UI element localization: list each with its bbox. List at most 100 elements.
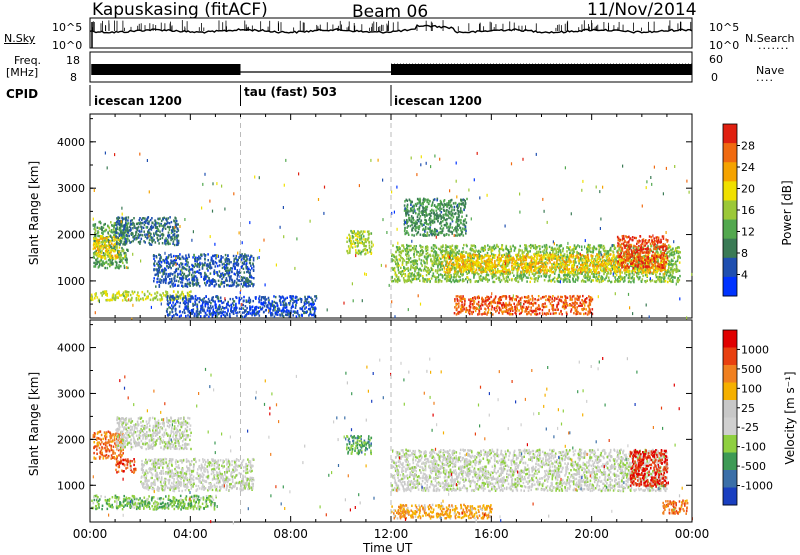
power-cell <box>590 251 592 253</box>
power-cell <box>174 262 176 264</box>
power-cell <box>180 281 182 283</box>
power-cell <box>422 246 424 248</box>
power-cell <box>260 302 262 304</box>
power-cell <box>357 232 359 234</box>
power-cell <box>444 278 446 280</box>
power-cell <box>421 264 423 266</box>
power-cell <box>204 258 206 260</box>
power-cell <box>121 237 123 239</box>
power-cell <box>353 230 355 232</box>
power-cell <box>162 229 164 231</box>
power-cell <box>399 254 401 256</box>
power-cell <box>397 249 399 251</box>
power-cell <box>236 282 238 284</box>
power-cell <box>559 245 561 247</box>
power-cell <box>314 309 316 311</box>
power-cell <box>467 276 469 278</box>
power-cell <box>192 256 194 258</box>
power-cell <box>107 245 109 247</box>
power-cell <box>100 237 102 239</box>
power-cell <box>146 237 148 239</box>
power-cell <box>150 299 152 301</box>
power-cell <box>452 245 454 247</box>
power-cell <box>210 281 212 283</box>
power-cell <box>663 276 665 278</box>
power-cell <box>449 280 451 282</box>
power-cell <box>173 233 175 235</box>
power-cell <box>99 255 101 257</box>
power-cell <box>224 281 226 283</box>
power-cell <box>307 298 309 300</box>
power-cell <box>572 278 574 280</box>
power-cell <box>578 262 580 264</box>
power-cell <box>442 244 444 246</box>
power-cell <box>544 275 546 277</box>
power-cell <box>154 297 156 299</box>
power-cell <box>174 236 176 238</box>
power-cell <box>596 248 598 250</box>
power-cell <box>169 243 171 245</box>
power-cell <box>354 242 356 244</box>
power-cell <box>352 246 354 248</box>
power-cell <box>165 258 167 260</box>
power-cell <box>560 252 562 254</box>
power-cell <box>176 296 178 298</box>
power-cell <box>173 219 175 221</box>
power-cell <box>179 257 181 259</box>
power-cell <box>215 307 217 309</box>
power-cell <box>533 247 535 249</box>
power-cell <box>225 254 227 256</box>
power-cell <box>538 245 540 247</box>
power-cell <box>479 278 481 280</box>
power-cell <box>210 307 212 309</box>
power-cell <box>665 280 667 282</box>
power-cell <box>97 261 99 263</box>
power-cell <box>111 243 113 245</box>
power-cell <box>215 304 217 306</box>
power-cell <box>123 295 125 297</box>
power-cell <box>500 274 502 276</box>
power-cell <box>165 282 167 284</box>
power-cell <box>557 277 559 279</box>
power-cell <box>190 268 192 270</box>
power-cell <box>174 280 176 282</box>
power-cell <box>235 305 237 307</box>
power-cell <box>172 315 174 317</box>
power-cell <box>254 311 256 313</box>
power-cell <box>277 314 279 316</box>
power-cell <box>350 242 352 244</box>
power-cell <box>556 244 558 246</box>
power-cell <box>519 245 521 247</box>
power-cell <box>412 266 414 268</box>
power-cell <box>117 220 119 222</box>
power-cell <box>214 269 216 271</box>
power-cell <box>153 258 155 260</box>
power-cell <box>414 262 416 264</box>
power-cell <box>422 275 424 277</box>
power-cell <box>304 303 306 305</box>
power-cell <box>246 285 248 287</box>
power-cell <box>230 267 232 269</box>
power-cell <box>414 278 416 280</box>
power-cell <box>159 286 161 288</box>
power-cell <box>410 266 412 268</box>
power-cell <box>202 264 204 266</box>
power-cell <box>167 276 169 278</box>
power-cell <box>636 272 638 274</box>
power-cell <box>105 255 107 257</box>
power-cell <box>222 256 224 258</box>
power-cell <box>493 246 495 248</box>
power-cell <box>230 285 232 287</box>
power-cell <box>607 280 609 282</box>
power-cell <box>227 258 229 260</box>
power-cell <box>593 276 595 278</box>
power-cell <box>368 237 370 239</box>
power-cell <box>273 307 275 309</box>
power-cell <box>355 245 357 247</box>
power-cell <box>528 251 530 253</box>
power-cell <box>169 216 171 218</box>
power-cell <box>136 223 138 225</box>
power-cell <box>406 249 408 251</box>
power-cell <box>143 227 145 229</box>
